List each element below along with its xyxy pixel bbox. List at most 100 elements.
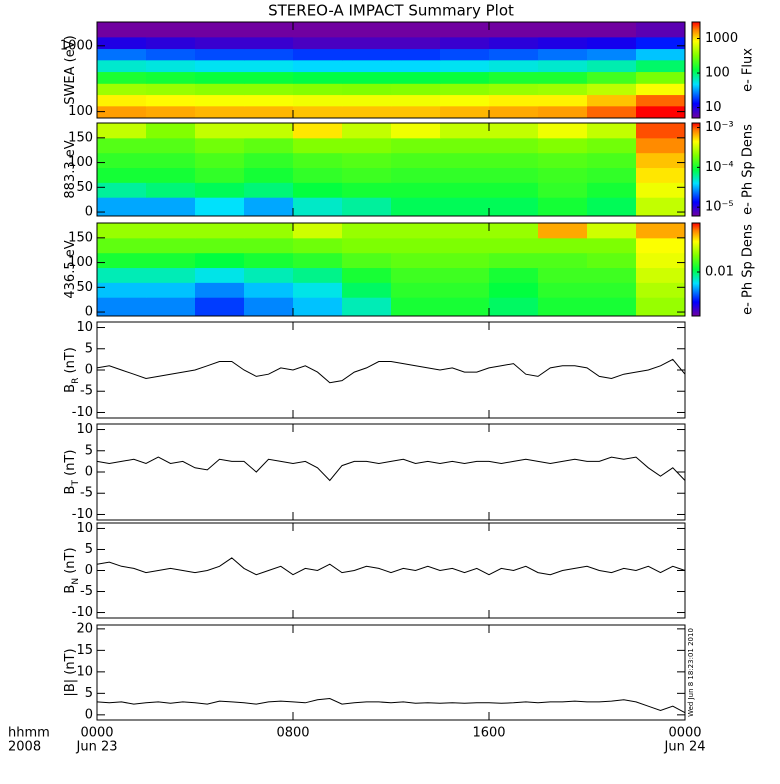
- heatmap-cell: [293, 36, 343, 50]
- heatmap-cell: [636, 152, 686, 169]
- y-tick-label: 100: [68, 155, 93, 170]
- heatmap-cell: [97, 282, 147, 298]
- heatmap-cell: [244, 94, 294, 107]
- heatmap-cell: [244, 105, 294, 119]
- heatmap-cell: [587, 36, 637, 50]
- heatmap-cell: [440, 83, 490, 96]
- heatmap-cell: [489, 83, 539, 96]
- heatmap-cell: [293, 267, 343, 283]
- heatmap-cell: [587, 197, 637, 217]
- y-tick-label: -10: [72, 605, 93, 620]
- heatmap-cell: [587, 137, 637, 154]
- heatmap-cell: [195, 223, 245, 239]
- heatmap-cell: [440, 237, 490, 254]
- y-tick-label: 15: [76, 643, 93, 658]
- colorbar-tick-label: 10⁻⁴: [705, 160, 734, 175]
- heatmap-cell: [587, 94, 637, 107]
- heatmap-cell: [244, 59, 294, 73]
- heatmap-cell: [391, 36, 441, 50]
- heatmap-cell: [195, 182, 245, 198]
- heatmap-cell: [636, 22, 686, 38]
- x-prefix: hhmm: [8, 726, 50, 741]
- plot-frame: [96, 122, 686, 217]
- y-axis-label-part: 436.5 eV: [63, 240, 78, 298]
- colorbar-tick-label: 1000: [705, 31, 738, 46]
- heatmap-cell: [342, 297, 392, 317]
- heatmap-cell: [440, 197, 490, 217]
- heatmap-cell: [538, 237, 588, 254]
- heatmap-cell: [489, 123, 539, 139]
- heatmap-cell: [195, 152, 245, 169]
- y-axis-label-part: B: [63, 585, 78, 594]
- y-tick-label: 50: [76, 280, 93, 295]
- heatmap-cell: [391, 123, 441, 139]
- heatmap-cell: [244, 36, 294, 50]
- heatmap-cell: [342, 59, 392, 73]
- heatmap-cell: [538, 197, 588, 217]
- heatmap-cell: [97, 123, 147, 139]
- heatmap-cell: [440, 223, 490, 239]
- heatmap-cell: [587, 22, 637, 38]
- heatmap-cell: [195, 167, 245, 183]
- plot-frame: [96, 321, 686, 419]
- heatmap-cell: [293, 71, 343, 84]
- y-axis-label: |B| (nT): [63, 648, 78, 696]
- y-axis-label: 436.5 eV: [63, 240, 78, 298]
- heatmap-cell: [97, 59, 147, 73]
- heatmap-cell: [440, 22, 490, 38]
- heatmap-cell: [440, 252, 490, 269]
- heatmap-cell: [244, 123, 294, 139]
- heatmap-cell: [489, 297, 539, 317]
- heatmap-cell: [342, 197, 392, 217]
- heatmap-cell: [489, 267, 539, 283]
- heatmap-cell: [489, 197, 539, 217]
- y-axis-label-part: B: [63, 486, 78, 495]
- heatmap-cell: [146, 94, 196, 107]
- heatmap-cell: [146, 237, 196, 254]
- plot-frame: [96, 21, 686, 119]
- y-tick-label: 0: [85, 465, 93, 480]
- heatmap-cell: [489, 137, 539, 154]
- heatmap-cell: [146, 167, 196, 183]
- colorbar-tick-label: 10⁻³: [705, 120, 734, 135]
- heatmap-cell: [489, 237, 539, 254]
- heatmap-cell: [195, 105, 245, 119]
- heatmap-cell: [244, 182, 294, 198]
- heatmap-cell: [587, 267, 637, 283]
- heatmap-cell: [440, 36, 490, 50]
- y-tick-label: -10: [72, 507, 93, 522]
- heatmap-cell: [440, 105, 490, 119]
- heatmap-cell: [146, 22, 196, 38]
- heatmap-cell: [489, 94, 539, 107]
- heatmap-cell: [195, 252, 245, 269]
- heatmap-cell: [440, 94, 490, 107]
- heatmap-cell: [587, 282, 637, 298]
- heatmap-cell: [587, 71, 637, 84]
- heatmap-cell: [244, 223, 294, 239]
- y-tick-label: 150: [68, 230, 93, 245]
- heatmap-cell: [244, 297, 294, 317]
- x-tick-label: 0000: [80, 726, 113, 741]
- y-tick-label: -10: [72, 405, 93, 420]
- data-line: [96, 358, 686, 384]
- heatmap-cell: [293, 197, 343, 217]
- heatmap-cell: [440, 59, 490, 73]
- heatmap-cell: [538, 137, 588, 154]
- heatmap-cell: [97, 182, 147, 198]
- heatmap-cell: [587, 182, 637, 198]
- heatmap-cell: [538, 152, 588, 169]
- colorbar-tick-label: 0.01: [705, 264, 734, 279]
- heatmap-cell: [391, 167, 441, 183]
- heatmap-cell: [440, 48, 490, 61]
- heatmap-cell: [146, 152, 196, 169]
- y-axis-label-part: 883.3 eV: [63, 140, 78, 198]
- heatmap-cell: [97, 137, 147, 154]
- heatmap-cell: [342, 182, 392, 198]
- data-line: [96, 557, 686, 576]
- heatmap-cell: [391, 197, 441, 217]
- y-axis-label-part: B: [63, 384, 78, 393]
- heatmap-cell: [538, 105, 588, 119]
- heatmap-cell: [244, 267, 294, 283]
- heatmap-cell: [293, 137, 343, 154]
